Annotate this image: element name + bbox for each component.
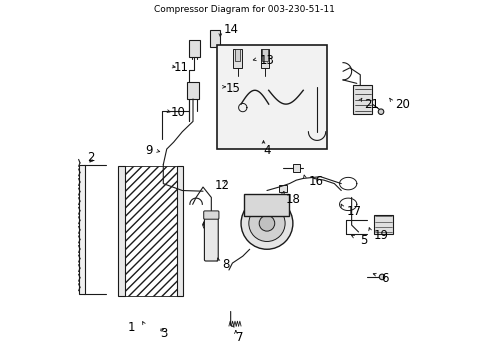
Text: 20: 20 — [394, 98, 409, 111]
Text: 8: 8 — [222, 258, 229, 271]
Bar — [234, 49, 240, 61]
Circle shape — [259, 216, 274, 231]
Bar — [353, 85, 371, 114]
Text: 11: 11 — [173, 61, 188, 74]
Bar — [216, 45, 327, 149]
Text: 4: 4 — [263, 144, 270, 157]
Circle shape — [241, 197, 292, 249]
Bar — [124, 166, 177, 296]
Text: 16: 16 — [308, 175, 323, 188]
Bar — [261, 49, 269, 68]
FancyBboxPatch shape — [204, 217, 218, 261]
Text: 18: 18 — [285, 193, 300, 206]
Bar — [262, 49, 267, 61]
Circle shape — [379, 274, 384, 280]
Text: 17: 17 — [346, 205, 361, 218]
Text: 5: 5 — [360, 234, 367, 247]
Bar — [118, 166, 124, 296]
Bar — [187, 82, 198, 99]
Text: 2: 2 — [87, 151, 94, 164]
Text: 3: 3 — [160, 328, 167, 341]
Text: 6: 6 — [380, 272, 388, 285]
Bar — [279, 185, 286, 192]
Text: 1: 1 — [128, 320, 135, 333]
Bar — [209, 30, 219, 47]
Bar — [233, 49, 241, 68]
Text: 21: 21 — [363, 98, 378, 111]
Bar — [189, 40, 199, 58]
Text: 13: 13 — [260, 54, 274, 67]
Text: 19: 19 — [373, 229, 388, 242]
Text: 7: 7 — [235, 331, 243, 344]
Text: 14: 14 — [224, 23, 238, 36]
Circle shape — [378, 109, 383, 114]
Bar — [244, 194, 289, 216]
Text: 15: 15 — [225, 82, 240, 95]
Bar — [79, 165, 84, 294]
Bar — [373, 215, 392, 234]
FancyBboxPatch shape — [203, 211, 219, 219]
Bar — [177, 166, 183, 296]
Text: Compressor Diagram for 003-230-51-11: Compressor Diagram for 003-230-51-11 — [154, 5, 334, 14]
Text: 9: 9 — [145, 144, 153, 157]
Text: 12: 12 — [214, 179, 229, 192]
Circle shape — [248, 205, 285, 242]
Text: 10: 10 — [170, 106, 184, 119]
Bar — [292, 164, 300, 171]
